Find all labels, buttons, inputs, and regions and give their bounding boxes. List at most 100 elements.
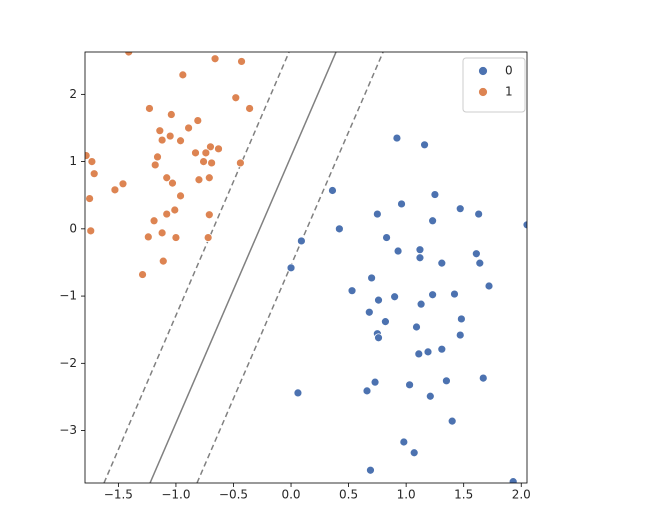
point [508, 477, 518, 483]
legend-marker [478, 87, 488, 97]
point [364, 307, 374, 317]
point [420, 140, 429, 150]
point [201, 148, 211, 158]
point [484, 281, 494, 291]
point [393, 246, 403, 256]
point [145, 104, 154, 113]
point [193, 116, 203, 125]
point [199, 157, 208, 166]
point [210, 54, 220, 64]
y-tick-label: 2 [69, 87, 77, 101]
point [110, 185, 120, 195]
point [184, 123, 193, 133]
point [85, 151, 91, 160]
point [456, 314, 466, 324]
point [478, 373, 488, 383]
point [87, 157, 97, 166]
point [392, 133, 402, 143]
point [296, 236, 306, 246]
point [447, 416, 457, 426]
point [286, 263, 296, 273]
point [397, 199, 406, 209]
point [372, 209, 382, 219]
point [118, 179, 128, 189]
y-tick-label: 0 [69, 221, 77, 235]
point [474, 209, 484, 219]
point [166, 110, 176, 119]
point [415, 253, 425, 263]
point [214, 144, 223, 154]
point [237, 57, 246, 66]
point [86, 226, 96, 236]
point [428, 290, 438, 300]
point [155, 126, 165, 136]
point [231, 93, 241, 103]
point [206, 142, 215, 152]
point [178, 70, 188, 80]
point [428, 216, 438, 226]
point [204, 210, 214, 220]
point [176, 136, 185, 146]
point [293, 388, 303, 398]
point [405, 380, 414, 390]
point [374, 295, 383, 305]
point [423, 347, 433, 357]
point [328, 186, 337, 195]
plot-area [85, 52, 527, 483]
point [157, 135, 167, 145]
point [153, 152, 162, 162]
legend-box [462, 57, 526, 113]
point [409, 448, 419, 458]
x-tick-label: 1.0 [397, 488, 416, 502]
point [158, 256, 168, 266]
point [362, 386, 372, 396]
point [414, 349, 424, 359]
point [367, 273, 377, 283]
legend-label: 1 [505, 85, 513, 99]
point [425, 391, 435, 401]
point [437, 258, 447, 268]
x-tick-label: −0.5 [219, 488, 248, 502]
point [412, 322, 421, 332]
y-tick-label: −1 [59, 289, 77, 303]
point [416, 299, 426, 309]
axes-frame [84, 51, 528, 484]
point [475, 258, 485, 268]
point [442, 376, 451, 386]
point [382, 233, 391, 242]
y-tick-label: 1 [69, 154, 77, 168]
point [437, 344, 447, 354]
point [191, 148, 200, 158]
point [204, 173, 214, 183]
x-tick-label: −1.5 [104, 488, 133, 502]
point [203, 233, 213, 242]
point [235, 158, 245, 168]
point [171, 233, 181, 242]
decision-line [149, 52, 337, 483]
x-tick-label: −1.0 [161, 488, 190, 502]
point [149, 216, 159, 226]
y-tick-label: −3 [59, 423, 77, 437]
point [143, 232, 153, 242]
point [390, 292, 400, 302]
point [157, 228, 167, 238]
point [450, 289, 459, 299]
point [471, 249, 481, 259]
point [89, 169, 99, 179]
point [194, 175, 204, 185]
point [207, 158, 217, 168]
point [334, 224, 344, 234]
point [165, 131, 175, 141]
x-tick-label: 0.5 [339, 488, 358, 502]
point [176, 191, 185, 201]
point [455, 204, 465, 214]
point [347, 286, 357, 296]
point [162, 173, 172, 183]
x-tick-label: 1.5 [454, 488, 473, 502]
point [374, 333, 383, 343]
point [245, 104, 254, 113]
legend: 01 [462, 57, 526, 113]
point [168, 178, 177, 188]
